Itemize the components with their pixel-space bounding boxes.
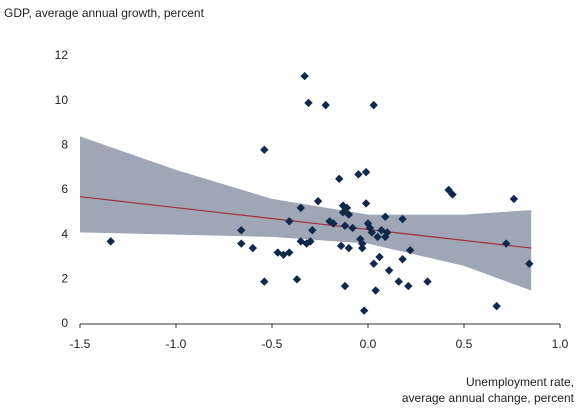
y-tick-label: 6 bbox=[61, 182, 68, 196]
point bbox=[248, 243, 257, 253]
y-tick-label: 2 bbox=[61, 272, 68, 286]
point bbox=[423, 277, 432, 286]
x-axis-label: Unemployment rate, bbox=[466, 375, 574, 389]
y-tick-label: 12 bbox=[55, 48, 69, 62]
point bbox=[335, 174, 344, 184]
point bbox=[359, 306, 369, 315]
point bbox=[237, 239, 246, 248]
point bbox=[342, 203, 352, 213]
point bbox=[260, 277, 269, 286]
x-tick-label: -1.0 bbox=[166, 337, 187, 351]
point bbox=[373, 232, 382, 242]
point bbox=[369, 100, 378, 110]
point bbox=[306, 237, 315, 246]
point bbox=[358, 243, 367, 253]
y-tick-label: 4 bbox=[61, 227, 68, 241]
point bbox=[321, 100, 330, 110]
point bbox=[398, 214, 407, 224]
point bbox=[371, 286, 380, 295]
point bbox=[384, 266, 394, 275]
point bbox=[406, 246, 415, 255]
point bbox=[502, 239, 511, 248]
x-tick-label: 0.0 bbox=[360, 337, 377, 351]
y-axis-label: GDP, average annual growth, percent bbox=[4, 6, 205, 20]
point bbox=[358, 239, 367, 248]
point bbox=[383, 228, 392, 237]
point bbox=[336, 241, 346, 251]
point bbox=[285, 217, 294, 226]
point bbox=[354, 170, 363, 179]
x-axis-label: average annual change, percent bbox=[402, 391, 575, 405]
point bbox=[394, 277, 403, 286]
point bbox=[363, 219, 373, 228]
trend-line bbox=[79, 196, 532, 249]
point bbox=[509, 194, 519, 204]
point bbox=[369, 259, 378, 268]
point bbox=[492, 301, 501, 311]
point bbox=[329, 219, 338, 228]
x-tick-label: -1.5 bbox=[70, 337, 91, 351]
x-tick-label: -0.5 bbox=[262, 337, 283, 351]
point bbox=[381, 212, 390, 221]
point bbox=[292, 275, 302, 284]
x-tick-label: 1.0 bbox=[552, 337, 569, 351]
point bbox=[296, 237, 305, 246]
point bbox=[340, 221, 350, 230]
point bbox=[344, 243, 353, 253]
point bbox=[300, 71, 309, 81]
point bbox=[340, 281, 350, 291]
point bbox=[260, 145, 269, 154]
point bbox=[525, 259, 534, 268]
y-tick-label: 8 bbox=[61, 138, 68, 152]
y-tick-label: 0 bbox=[61, 316, 68, 330]
point bbox=[308, 226, 317, 235]
point bbox=[404, 281, 413, 291]
point bbox=[237, 226, 246, 235]
point bbox=[344, 210, 353, 219]
point bbox=[296, 203, 305, 213]
point bbox=[313, 196, 323, 206]
point bbox=[304, 98, 313, 108]
point bbox=[348, 223, 357, 233]
point bbox=[285, 248, 294, 257]
point bbox=[448, 190, 457, 199]
point bbox=[361, 199, 371, 208]
point bbox=[367, 228, 377, 237]
point bbox=[361, 167, 371, 177]
point bbox=[398, 255, 407, 264]
x-tick-label: 0.5 bbox=[456, 337, 473, 351]
confidence-band bbox=[80, 136, 532, 291]
y-tick-label: 10 bbox=[55, 93, 69, 107]
point bbox=[106, 237, 115, 246]
point bbox=[375, 252, 384, 262]
